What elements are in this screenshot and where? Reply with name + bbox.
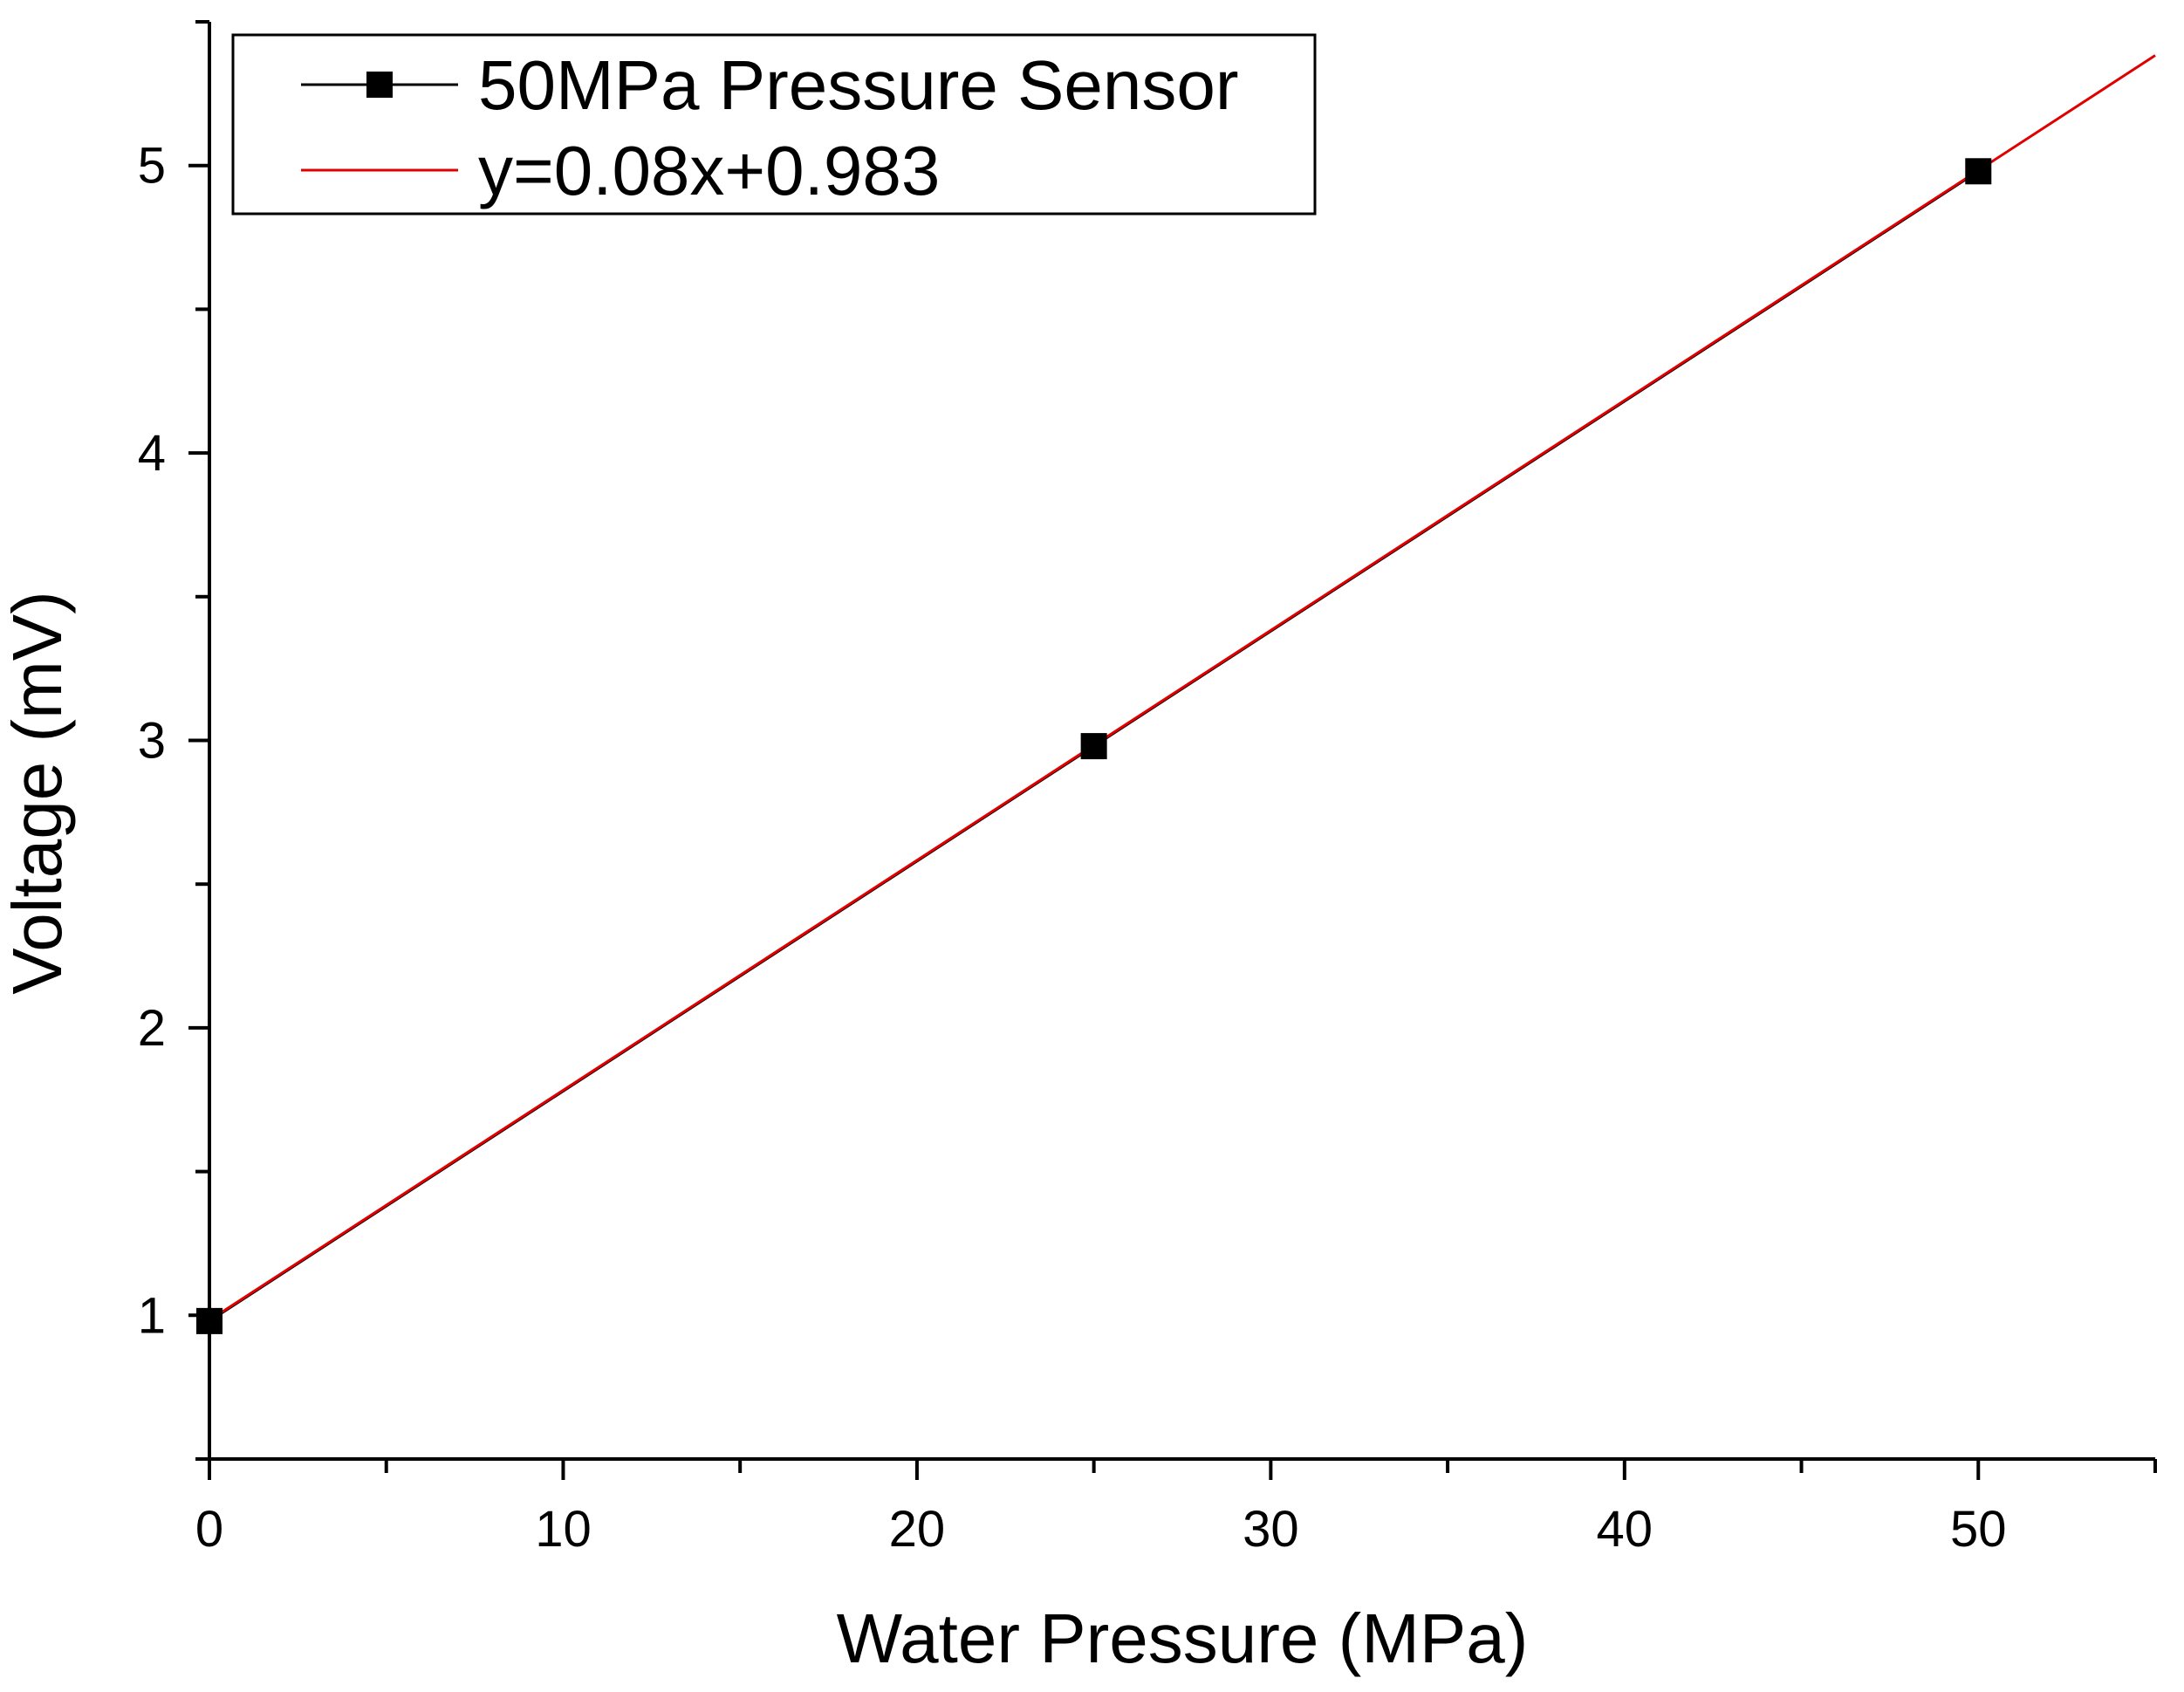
fit-line bbox=[209, 54, 2156, 1322]
x-tick-label: 30 bbox=[1243, 1501, 1299, 1558]
x-tick-label: 50 bbox=[1950, 1501, 2007, 1558]
sensor-data-point bbox=[196, 1307, 223, 1334]
y-tick-label: 2 bbox=[138, 1000, 166, 1057]
y-tick-label: 1 bbox=[138, 1287, 166, 1344]
x-tick-label: 40 bbox=[1597, 1501, 1653, 1558]
legend: 50MPa Pressure Sensor y=0.08x+0.983 bbox=[231, 33, 1317, 216]
x-tick-label: 20 bbox=[889, 1501, 946, 1558]
legend-box bbox=[231, 33, 1317, 216]
legend-sensor-marker bbox=[366, 72, 393, 98]
legend-sample-sensor bbox=[301, 72, 458, 98]
y-tick-label: 4 bbox=[138, 425, 166, 482]
y-tick-label: 5 bbox=[138, 138, 166, 195]
x-tick-label: 10 bbox=[535, 1501, 592, 1558]
x-tick-label: 0 bbox=[195, 1501, 223, 1558]
sensor-data-point bbox=[1080, 733, 1107, 760]
y-axis-title: Voltage (mV) bbox=[0, 591, 76, 994]
series-layer bbox=[196, 54, 2156, 1334]
legend-label-sensor: 50MPa Pressure Sensor bbox=[478, 46, 1239, 124]
y-tick-label: 3 bbox=[138, 713, 166, 770]
axes: 0 10 20 30 40 50 1 2 3 4 5 bbox=[138, 20, 2157, 1558]
x-axis-title: Water Pressure (MPa) bbox=[837, 1600, 1529, 1677]
sensor-data-point bbox=[1965, 158, 1992, 185]
legend-label-fit: y=0.08x+0.983 bbox=[478, 132, 940, 209]
